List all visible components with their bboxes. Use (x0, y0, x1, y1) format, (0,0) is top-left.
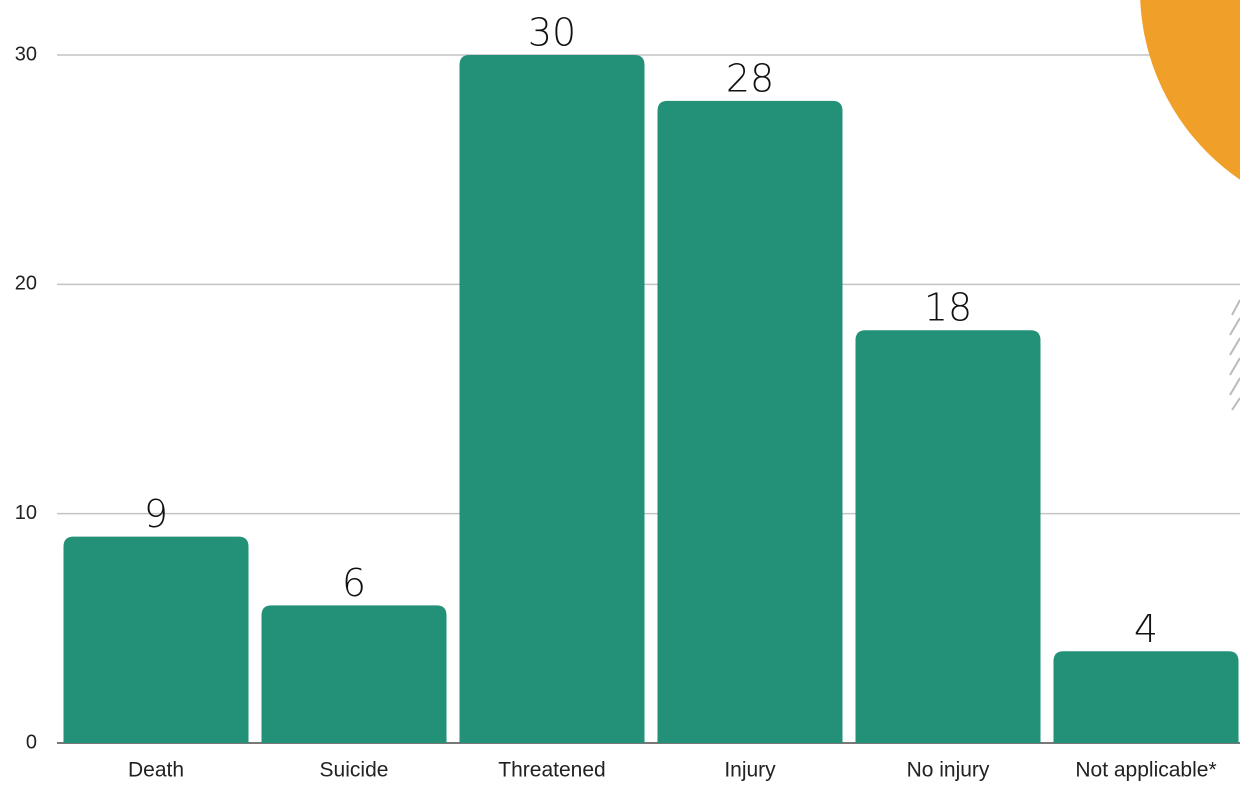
bar (261, 605, 447, 743)
value-label: 9 (144, 492, 168, 536)
bar (855, 330, 1041, 743)
decoration (1140, 0, 1240, 411)
bar (63, 536, 249, 743)
value-label: 6 (342, 561, 366, 605)
value-label: 18 (924, 286, 972, 330)
hatch (1229, 299, 1240, 411)
x-tick-label: Death (128, 759, 184, 782)
x-tick-label: Injury (724, 759, 776, 782)
y-tick-label: 20 (15, 273, 37, 295)
x-tick-label: Not applicable* (1075, 759, 1216, 782)
orange-circle (1140, 0, 1240, 180)
bar (459, 55, 645, 743)
value-label: 28 (726, 56, 774, 100)
y-tick-label: 30 (15, 43, 37, 65)
x-tick-label: Threatened (498, 759, 605, 782)
y-tick-label: 0 (26, 731, 37, 753)
bar (1053, 651, 1239, 743)
x-tick-label: No injury (907, 759, 990, 782)
value-label: 4 (1134, 607, 1158, 651)
value-label: 30 (528, 11, 576, 55)
bar (657, 100, 843, 743)
y-tick-label: 10 (15, 502, 37, 524)
x-tick-label: Suicide (320, 759, 389, 782)
